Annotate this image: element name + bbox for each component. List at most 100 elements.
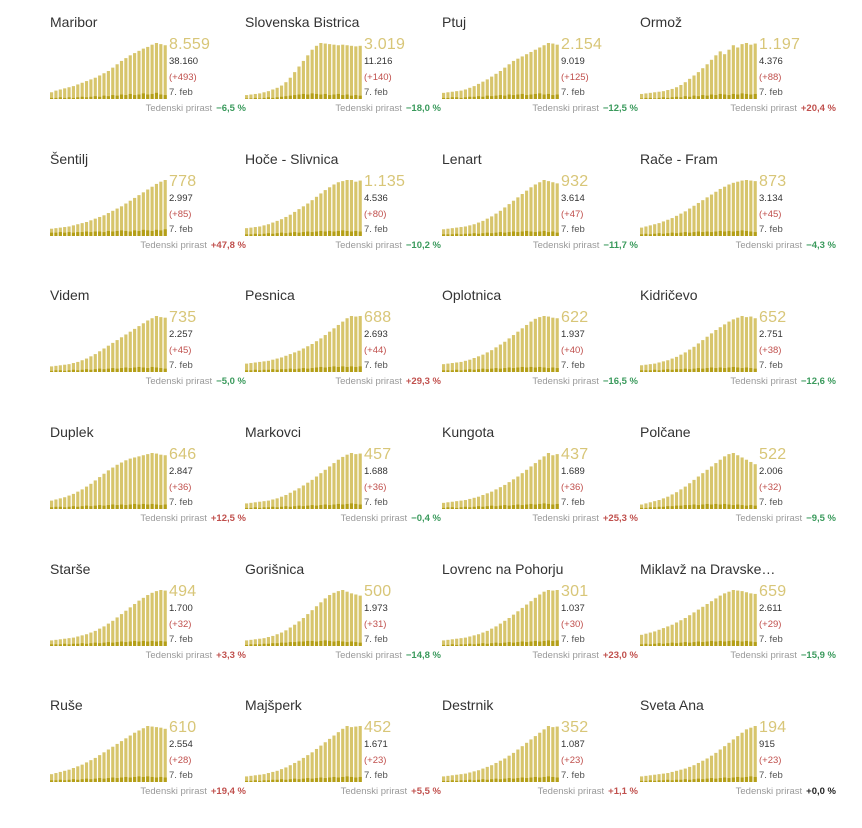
active-bar xyxy=(498,760,502,782)
active-cases-bar-chart xyxy=(640,590,757,646)
active-bar xyxy=(150,726,154,782)
new-cases-bar xyxy=(262,97,266,99)
new-cases-bar xyxy=(253,507,257,509)
active-bar xyxy=(640,227,644,236)
active-bar xyxy=(54,773,58,782)
new-cases-bar xyxy=(640,234,644,236)
new-cases-bar xyxy=(245,234,249,236)
new-cases-bar xyxy=(718,367,722,372)
active-bar xyxy=(137,50,141,99)
municipality-name: Šentilj xyxy=(50,151,89,167)
active-bar xyxy=(542,45,546,99)
active-bar xyxy=(701,340,705,372)
active-bar xyxy=(124,58,128,99)
active-bar xyxy=(297,760,301,782)
weekly-growth: Tedenski prirast +47,8 % xyxy=(50,240,246,251)
weekly-growth: Tedenski prirast −12,6 % xyxy=(640,376,836,387)
active-bar xyxy=(301,618,305,646)
new-cases-bar xyxy=(258,370,262,372)
active-cases-bar-chart xyxy=(442,43,559,99)
active-bar xyxy=(310,200,314,236)
new-cases-bar xyxy=(358,366,362,372)
active-bar xyxy=(718,595,722,646)
weekly-growth-value: −5,0 % xyxy=(216,376,246,387)
new-cases-bar xyxy=(249,507,253,509)
active-bar xyxy=(271,89,275,99)
active-bar xyxy=(551,727,555,782)
active-bar xyxy=(93,757,97,782)
active-bar xyxy=(102,73,106,99)
new-cases-bar xyxy=(345,366,349,372)
new-cases-bar xyxy=(463,506,467,509)
new-cases-bar xyxy=(525,504,529,509)
new-cases-value: (+36) xyxy=(561,482,584,493)
new-cases-bar xyxy=(89,643,93,646)
active-bar xyxy=(723,593,727,646)
new-cases-bar xyxy=(284,369,288,372)
active-bar xyxy=(50,640,54,646)
weekly-growth: Tedenski prirast +12,5 % xyxy=(50,513,246,524)
active-bar xyxy=(661,498,665,509)
weekly-growth-label: Tedenski prirast xyxy=(730,650,797,661)
new-cases-bar xyxy=(141,503,145,509)
active-bar xyxy=(253,775,257,782)
active-bar xyxy=(80,223,84,236)
new-cases-bar xyxy=(150,230,154,236)
active-bar xyxy=(727,742,731,782)
active-bar xyxy=(323,43,327,99)
active-bar xyxy=(640,634,644,646)
new-cases-bar xyxy=(275,233,279,236)
active-bar xyxy=(84,358,89,372)
active-bar xyxy=(137,195,141,236)
new-cases-bar xyxy=(679,232,683,236)
new-cases-bar xyxy=(520,93,524,99)
active-cases-value: 1.197 xyxy=(759,36,801,53)
new-cases-bar xyxy=(319,230,323,236)
active-cases-bar-chart xyxy=(442,453,559,509)
active-bar xyxy=(275,220,279,236)
active-bar xyxy=(640,504,644,509)
active-bar xyxy=(670,218,674,236)
active-bar xyxy=(119,206,124,236)
new-cases-bar xyxy=(736,94,740,99)
municipality-name: Ormož xyxy=(640,14,682,30)
active-bar xyxy=(718,188,722,236)
active-bar xyxy=(455,227,459,236)
active-bar xyxy=(301,757,305,782)
active-bar xyxy=(511,60,516,99)
new-cases-value: (+38) xyxy=(759,345,782,356)
active-bar xyxy=(670,771,674,782)
new-cases-bar xyxy=(115,778,119,782)
municipality-card: Maribor 8.559 38.160 (+493) 7. feb Tedenski p… xyxy=(50,13,246,143)
new-cases-bar xyxy=(529,777,533,782)
new-cases-bar xyxy=(648,97,652,99)
new-cases-bar xyxy=(442,780,446,782)
active-bar xyxy=(692,205,696,236)
new-cases-bar xyxy=(271,233,275,236)
active-bar xyxy=(661,773,665,782)
new-cases-bar xyxy=(345,94,349,99)
weekly-growth-value: +29,3 % xyxy=(405,376,441,387)
new-cases-bar xyxy=(50,97,54,99)
active-bar xyxy=(666,496,670,509)
new-cases-bar xyxy=(119,230,124,236)
active-bar xyxy=(146,595,150,646)
new-cases-bar xyxy=(507,94,511,99)
new-cases-bar xyxy=(498,643,502,646)
active-bar xyxy=(511,479,516,509)
new-cases-bar xyxy=(455,97,459,99)
weekly-growth-label: Tedenski prirast xyxy=(735,513,803,524)
new-cases-bar xyxy=(657,370,661,372)
new-cases-value: (+23) xyxy=(759,755,782,766)
active-bar xyxy=(124,334,128,372)
active-bar xyxy=(71,225,75,236)
active-bar xyxy=(688,483,692,509)
total-cases-value: 1.671 xyxy=(364,739,388,750)
active-bar xyxy=(476,634,481,646)
active-bar xyxy=(76,491,80,509)
active-bar xyxy=(494,73,498,99)
new-cases-bar xyxy=(753,776,757,782)
new-cases-bar xyxy=(341,641,345,646)
new-cases-bar xyxy=(494,232,498,236)
active-bar xyxy=(546,43,551,99)
